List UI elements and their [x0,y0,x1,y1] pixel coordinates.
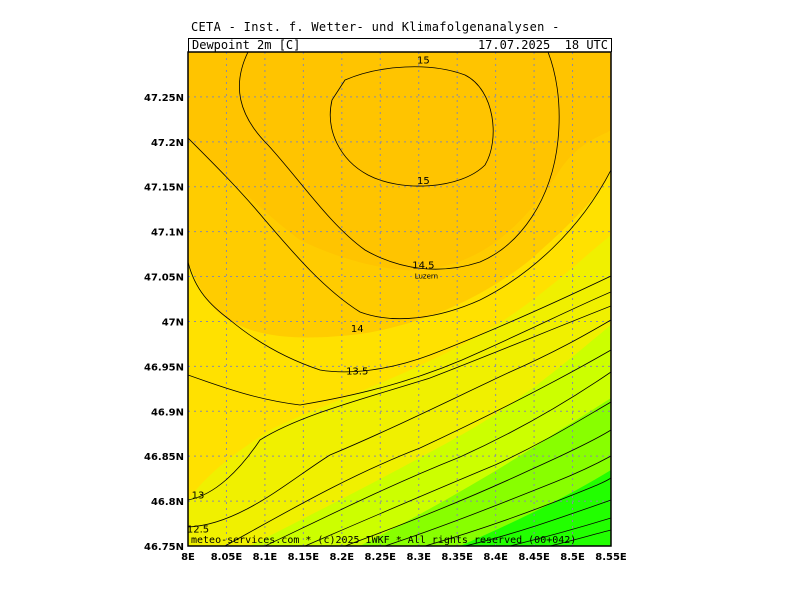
lat-tick-label: 46.8N [151,497,184,508]
valid-time-label: 17.07.2025 18 UTC [477,38,608,52]
isoline-11-5 [264,371,611,546]
isoline-12 [224,349,611,546]
contour-value-label: 14.5 [412,260,434,271]
contour-value-label: 14 [351,324,364,335]
map-header-bar: Dewpoint_2m_[C] 17.07.2025 18 UTC [188,38,612,52]
copyright-credit: meteo-services.com * (c)2025 IWKF * All … [191,535,576,546]
isoline-10-5 [344,429,611,546]
lat-tick-label: 47.2N [151,138,184,149]
lon-tick-label: 8.4E [483,552,508,563]
isoline-10 [384,455,611,546]
isoline-14 [188,261,611,373]
isoline-15-inner [329,66,494,187]
lon-tick-label: 8.15E [288,552,320,563]
lon-tick-label: 8.55E [595,552,627,563]
lat-tick-label: 47.15N [144,183,184,194]
lon-tick-label: 8E [181,552,195,563]
lon-tick-label: 8.25E [365,552,397,563]
lon-tick-label: 8.2E [330,552,355,563]
isoline-layer [188,52,611,546]
fill-band-green-dark [460,470,611,546]
isoline-13 [188,305,611,501]
isoline-15-outer [238,52,560,270]
lon-tick-label: 8.3E [406,552,431,563]
latitude-axis: 46.75N 46.8N 46.85N 46.9N 46.95N 47N 47.05N 47.… [144,93,184,553]
lat-tick-label: 47N [162,317,184,328]
lon-tick-label: 8.45E [518,552,550,563]
plot-frame [187,51,612,547]
map-title: CETA - Inst. f. Wetter- und Klimafolgena… [191,20,560,34]
lat-tick-label: 46.95N [144,362,184,373]
variable-label: Dewpoint_2m_[C] [192,38,301,52]
isoline-13-5 [188,291,611,406]
lat-tick-label: 46.9N [151,407,184,418]
contour-value-label: 15 [417,176,430,187]
lon-tick-label: 8.5E [560,552,585,563]
isoline-12-5 [188,319,611,528]
lat-tick-label: 47.05N [144,273,184,284]
fill-band-15-plus [188,52,611,271]
isoline-9-5 [424,477,611,546]
color-fill-layer [188,52,611,546]
lat-tick-label: 47.25N [144,93,184,104]
lon-tick-label: 8.05E [211,552,243,563]
contour-value-label: 13 [192,490,205,501]
isoline-14-5 [188,137,611,320]
lon-tick-label: 8.35E [441,552,473,563]
longitude-axis: 8E 8.05E 8.1E 8.15E 8.2E 8.25E 8.3E 8.35E 8.4E 8.… [181,552,627,563]
lon-tick-label: 8.1E [253,552,278,563]
lat-tick-label: 46.75N [144,542,184,553]
contour-value-label: 12.5 [187,525,209,536]
contour-label-layer: 15 15 14.5 14 13.5 13 12.5 [187,56,435,536]
isoline-8 [549,529,611,546]
contour-value-label: 13.5 [346,366,368,377]
lat-tick-label: 47.1N [151,228,184,239]
lat-tick-label: 46.85N [144,452,184,463]
isoline-11 [304,401,611,546]
isoline-9 [464,499,611,546]
contour-value-label: 15 [417,56,430,67]
isoline-8-5 [509,517,611,546]
city-label-luzern: Luzern [415,273,438,281]
